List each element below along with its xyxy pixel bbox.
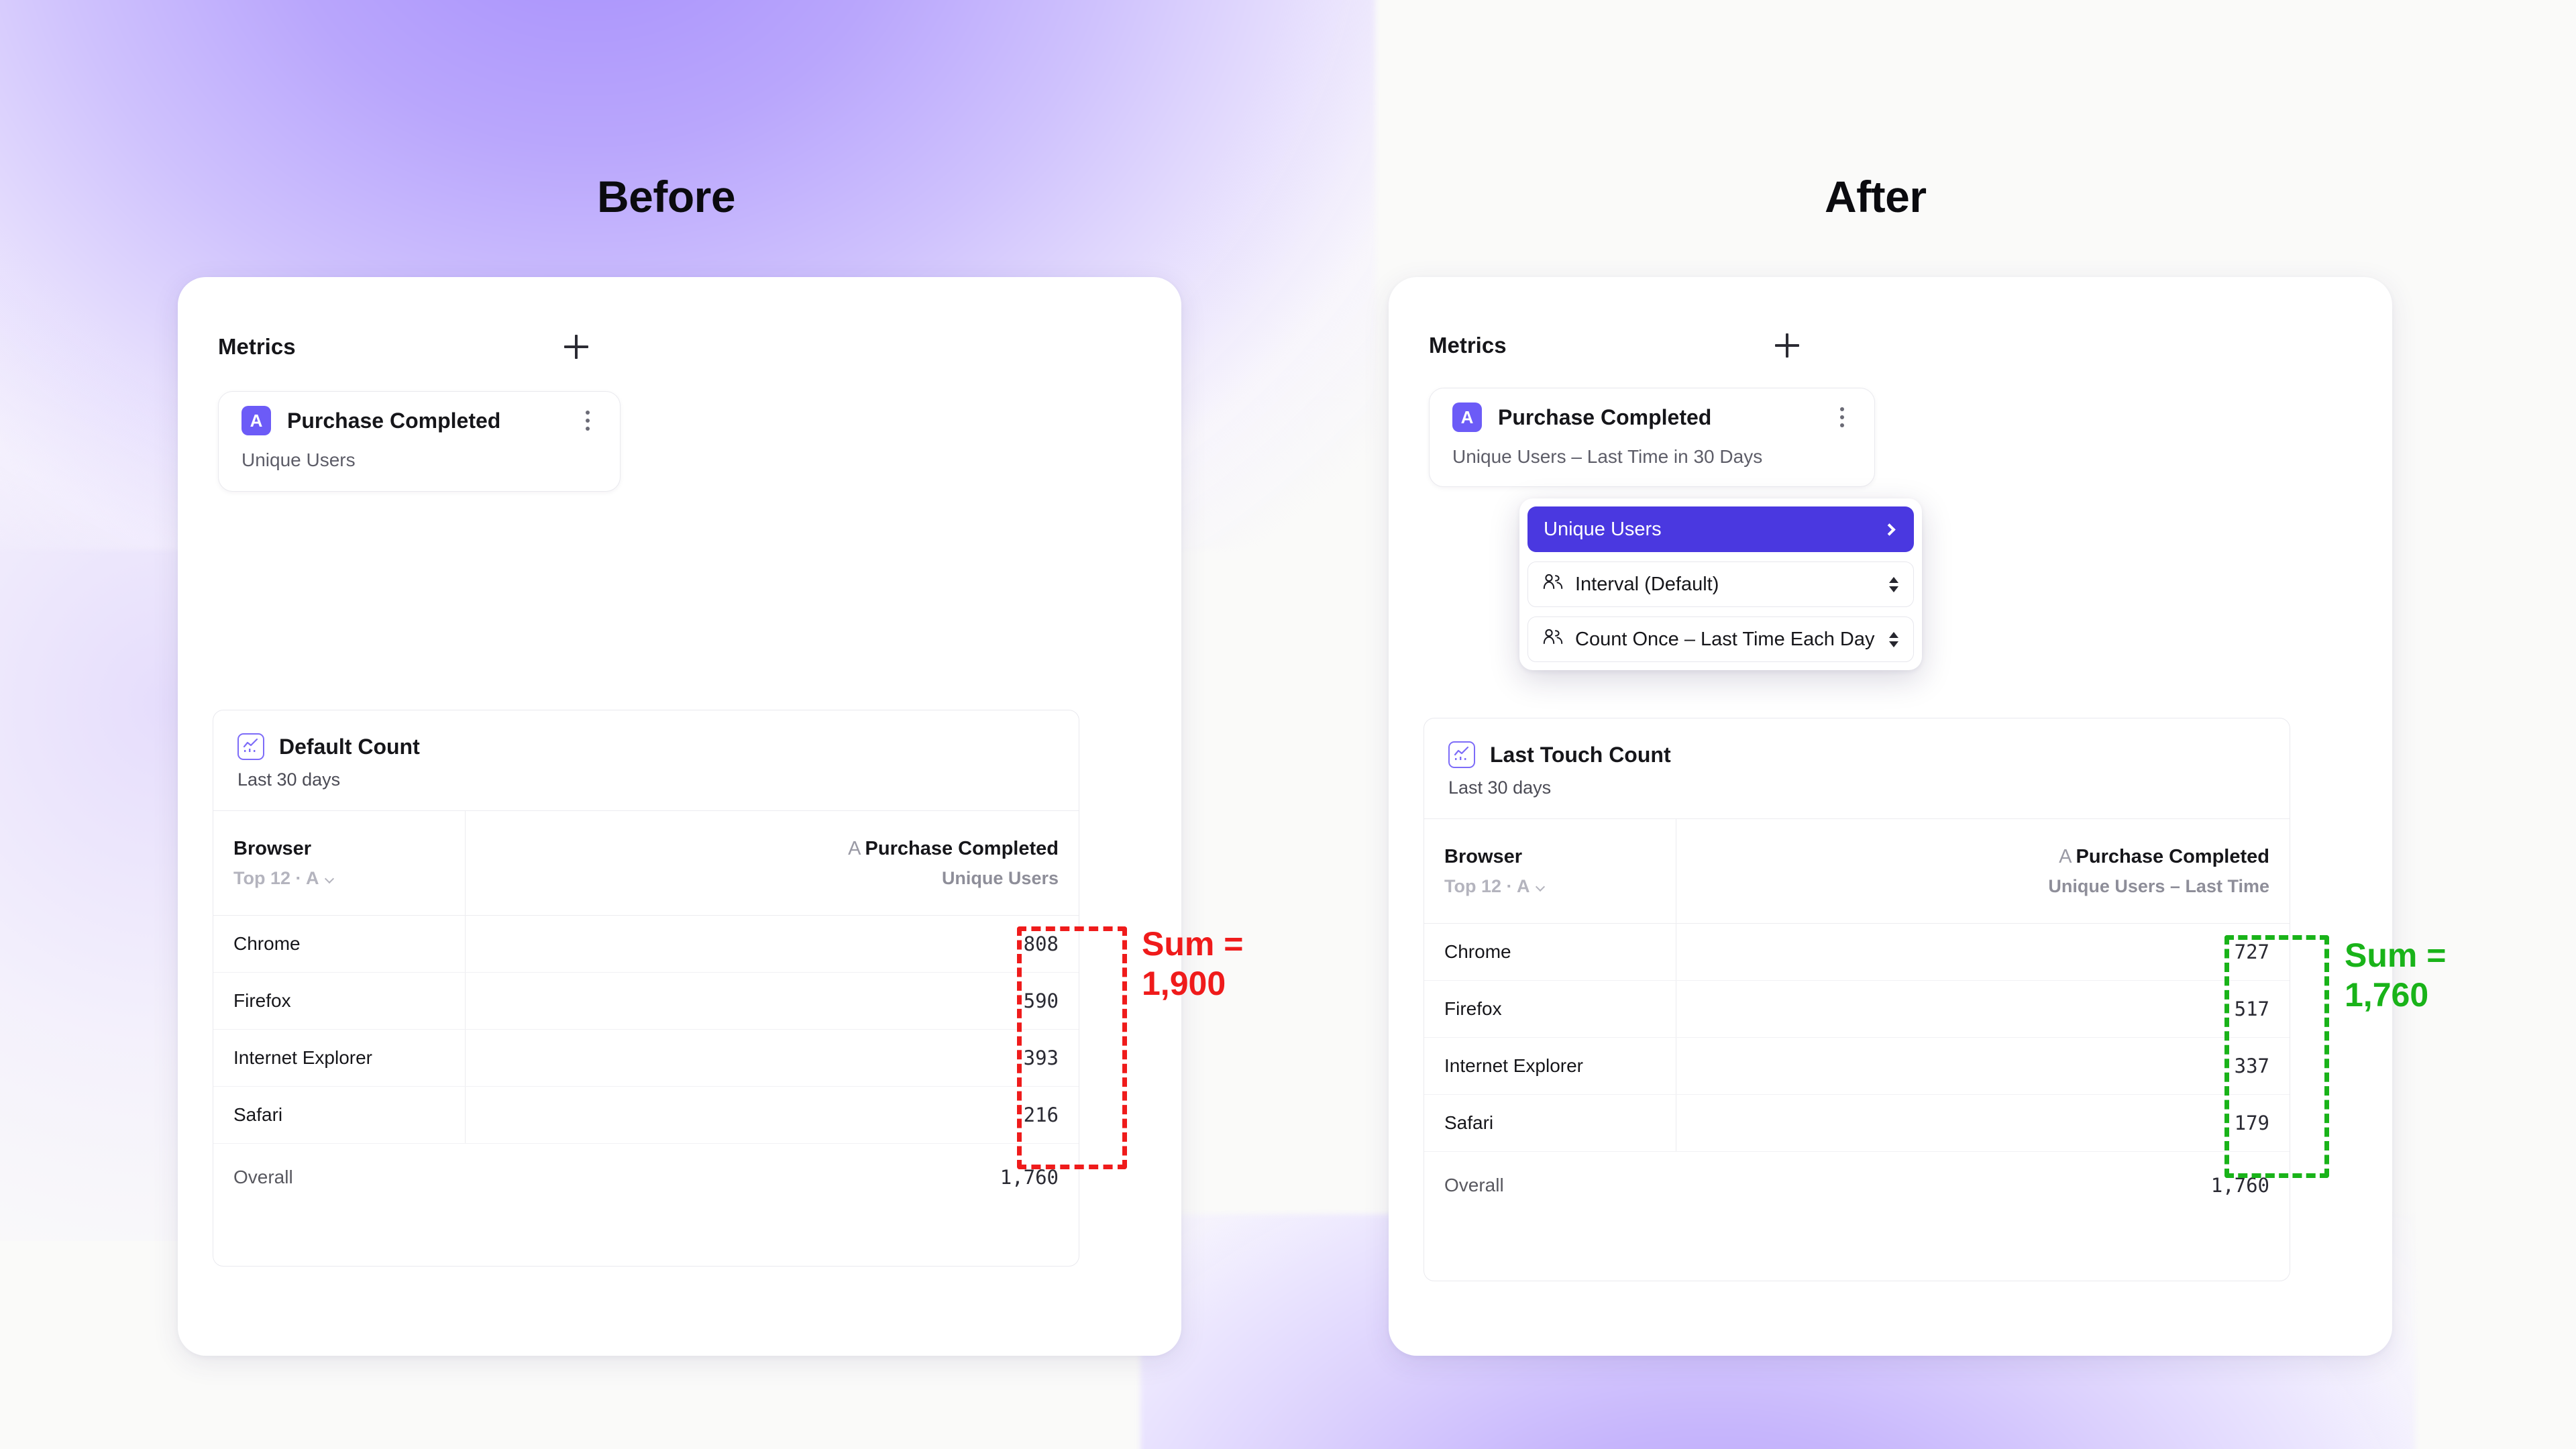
row-value: 727 bbox=[1676, 923, 2290, 981]
metric-column-label: Purchase Completed bbox=[865, 837, 1059, 859]
table-header-row: Browser Top 12 · A A Purchase Completed U… bbox=[213, 810, 1079, 916]
table-row: Safari 216 bbox=[213, 1086, 1079, 1144]
before-panel: Metrics A Purchase Completed Unique User… bbox=[178, 277, 1181, 1356]
row-label: Firefox bbox=[213, 972, 466, 1030]
metric-column-label: Purchase Completed bbox=[2076, 845, 2269, 867]
highlight-box-after bbox=[2224, 935, 2329, 1178]
table-row: Safari 179 bbox=[1424, 1094, 2290, 1152]
sum-annotation-after: Sum = 1,760 bbox=[2345, 936, 2447, 1014]
chevron-down-icon bbox=[1535, 881, 1545, 892]
event-badge-icon: A bbox=[241, 406, 271, 435]
table-title: Default Count bbox=[279, 734, 420, 759]
table-row: Chrome 727 bbox=[1424, 923, 2290, 981]
table-row: Firefox 517 bbox=[1424, 980, 2290, 1038]
add-metric-button[interactable] bbox=[1770, 328, 1805, 363]
row-value: 590 bbox=[465, 972, 1079, 1030]
table-header-dimension: Browser Top 12 · A bbox=[213, 810, 466, 916]
table-card-before: Default Count Last 30 days Browser Top 1… bbox=[213, 710, 1079, 1267]
row-label: Safari bbox=[213, 1086, 466, 1144]
users-icon bbox=[1543, 628, 1563, 651]
dimension-filter[interactable]: Top 12 · A bbox=[233, 868, 465, 889]
table-header-metric: A Purchase Completed Unique Users bbox=[465, 810, 1079, 916]
sum-annotation-before: Sum = 1,900 bbox=[1142, 925, 1244, 1002]
overall-value: 1,760 bbox=[1000, 1165, 1059, 1189]
stepper-updown-icon[interactable] bbox=[1889, 576, 1898, 592]
row-value: 216 bbox=[465, 1086, 1079, 1144]
metric-card-row: A Purchase Completed bbox=[1430, 388, 1874, 446]
overall-label: Overall bbox=[1444, 1174, 1504, 1195]
table-title-row: Default Count bbox=[213, 710, 1079, 760]
table-date-range: Last 30 days bbox=[1448, 777, 1552, 798]
table-header-row: Browser Top 12 · A A Purchase Completed U… bbox=[1424, 818, 2290, 924]
table-date-range: Last 30 days bbox=[237, 769, 341, 790]
row-value: 337 bbox=[1676, 1037, 2290, 1095]
metric-card-row: A Purchase Completed bbox=[219, 392, 620, 449]
metrics-table-after: Browser Top 12 · A A Purchase Completed U… bbox=[1424, 818, 2290, 1219]
table-title-row: Last Touch Count bbox=[1424, 718, 2290, 768]
metric-subtitle: Unique Users bbox=[241, 449, 356, 470]
table-row: Chrome 808 bbox=[213, 915, 1079, 973]
table-overall-row: Overall 1,760 bbox=[1424, 1152, 2290, 1219]
dropdown-option-interval[interactable]: Interval (Default) bbox=[1527, 561, 1914, 607]
overall-value: 1,760 bbox=[2210, 1173, 2269, 1197]
metric-column-sub: Unique Users – Last Time bbox=[2048, 875, 2269, 896]
row-label: Internet Explorer bbox=[1424, 1037, 1676, 1095]
add-metric-button[interactable] bbox=[559, 329, 594, 364]
kebab-menu-icon[interactable] bbox=[1833, 402, 1851, 432]
dropdown-selected-label: Unique Users bbox=[1544, 518, 1662, 540]
row-value: 808 bbox=[465, 915, 1079, 973]
chevron-down-icon bbox=[324, 873, 334, 883]
row-value: 179 bbox=[1676, 1094, 2290, 1152]
row-value: 517 bbox=[1676, 980, 2290, 1038]
dimension-label: Browser bbox=[1444, 845, 1523, 867]
line-chart-icon bbox=[1448, 741, 1475, 768]
dropdown-selected-unique-users[interactable]: Unique Users bbox=[1527, 506, 1914, 552]
kebab-menu-icon[interactable] bbox=[578, 406, 597, 435]
chevron-right-icon bbox=[1883, 523, 1896, 536]
row-label: Internet Explorer bbox=[213, 1029, 466, 1087]
metrics-table-before: Browser Top 12 · A A Purchase Completed U… bbox=[213, 810, 1079, 1211]
line-chart-icon bbox=[237, 733, 264, 760]
metrics-header-after: Metrics bbox=[1429, 328, 1805, 363]
overall-label: Overall bbox=[233, 1166, 293, 1187]
table-row: Internet Explorer 393 bbox=[213, 1029, 1079, 1087]
table-title: Last Touch Count bbox=[1490, 742, 1671, 767]
metric-card-before[interactable]: A Purchase Completed Unique Users bbox=[218, 391, 621, 492]
metrics-label: Metrics bbox=[218, 334, 296, 359]
dimension-filter[interactable]: Top 12 · A bbox=[1444, 876, 1676, 897]
row-label: Chrome bbox=[1424, 923, 1676, 981]
metrics-header-before: Metrics bbox=[218, 329, 594, 364]
highlight-box-before bbox=[1017, 926, 1127, 1169]
metrics-label: Metrics bbox=[1429, 333, 1507, 358]
after-panel: Metrics A Purchase Completed Unique User… bbox=[1389, 277, 2392, 1356]
dimension-label: Browser bbox=[233, 837, 312, 859]
section-title-after: After bbox=[1825, 172, 1927, 221]
table-header-metric: A Purchase Completed Unique Users – Last … bbox=[1676, 818, 2290, 924]
table-header-dimension: Browser Top 12 · A bbox=[1424, 818, 1676, 924]
dropdown-option-label: Interval (Default) bbox=[1575, 573, 1719, 595]
table-row: Firefox 590 bbox=[213, 972, 1079, 1030]
stepper-updown-icon[interactable] bbox=[1889, 631, 1898, 647]
dropdown-option-label: Count Once – Last Time Each Day bbox=[1575, 628, 1875, 650]
row-label: Safari bbox=[1424, 1094, 1676, 1152]
metric-prefix-badge: A bbox=[848, 837, 861, 859]
dropdown-option-count-once[interactable]: Count Once – Last Time Each Day bbox=[1527, 616, 1914, 662]
metric-subtitle: Unique Users – Last Time in 30 Days bbox=[1452, 446, 1763, 467]
row-label: Firefox bbox=[1424, 980, 1676, 1038]
table-card-after: Last Touch Count Last 30 days Browser To… bbox=[1424, 718, 2290, 1281]
metric-card-after[interactable]: A Purchase Completed Unique Users – Last… bbox=[1429, 388, 1875, 487]
row-value: 393 bbox=[465, 1029, 1079, 1087]
table-overall-row: Overall 1,760 bbox=[213, 1144, 1079, 1211]
event-badge-icon: A bbox=[1452, 402, 1482, 432]
users-icon bbox=[1543, 573, 1563, 596]
metric-prefix-badge: A bbox=[2059, 845, 2072, 867]
section-title-before: Before bbox=[597, 172, 736, 221]
row-label: Chrome bbox=[213, 915, 466, 973]
metric-name: Purchase Completed bbox=[1498, 405, 1712, 429]
metric-column-sub: Unique Users bbox=[941, 867, 1059, 888]
table-row: Internet Explorer 337 bbox=[1424, 1037, 2290, 1095]
metric-name: Purchase Completed bbox=[287, 408, 501, 433]
aggregation-dropdown: Unique Users Interval (Default) Coun bbox=[1519, 498, 1922, 670]
